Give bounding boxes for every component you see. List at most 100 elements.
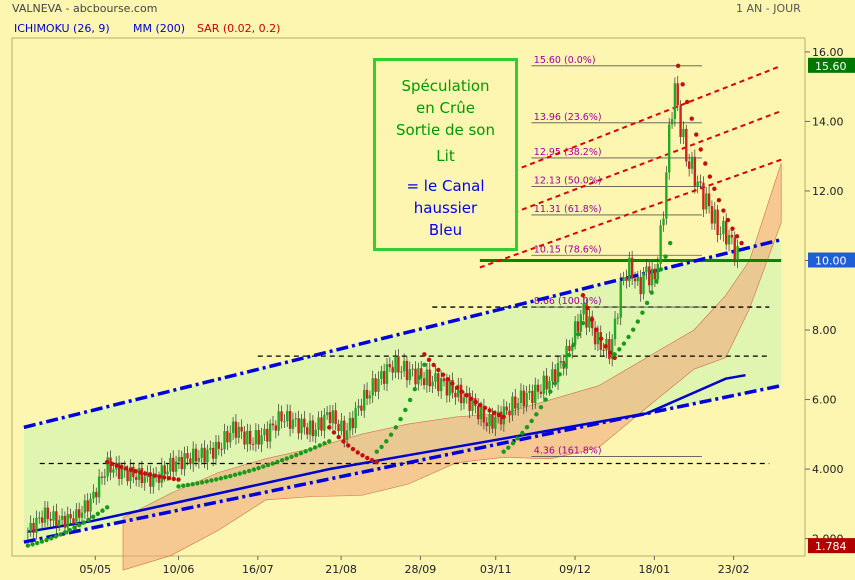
sar-dot: [658, 267, 664, 272]
sar-dot: [322, 441, 327, 446]
candle-body: [217, 441, 221, 449]
sar-dot: [684, 99, 690, 105]
candle-body: [52, 511, 55, 521]
candle-body: [630, 257, 634, 279]
candle-body: [385, 364, 389, 384]
sar-dot: [630, 327, 636, 332]
candle-body: [186, 453, 189, 459]
sar-dot: [242, 470, 247, 475]
sar-dot: [529, 418, 534, 424]
indicator-ma200-label[interactable]: MM (200): [133, 22, 186, 35]
sar-dot: [478, 402, 483, 408]
candle-body: [191, 448, 195, 465]
candle-body: [687, 161, 691, 169]
period-label[interactable]: 1 AN - JOUR: [736, 2, 801, 15]
sar-dot: [67, 527, 73, 533]
candle-body: [231, 421, 235, 433]
sar-dot: [431, 362, 436, 368]
sar-dot: [635, 319, 641, 324]
candle-body: [422, 378, 426, 386]
sar-dot: [308, 447, 313, 452]
candle-body: [619, 280, 622, 318]
candle-body: [288, 410, 292, 429]
candle-body: [345, 430, 349, 440]
candle-body: [263, 428, 266, 436]
candle-body: [437, 373, 440, 392]
sar-dot: [204, 479, 209, 484]
candle-body: [659, 225, 662, 264]
candle-body: [300, 418, 303, 434]
candle-body: [545, 375, 548, 390]
sar-dot: [496, 412, 502, 418]
price-badge-2: [808, 538, 855, 554]
x-tick-label-5: 03/11: [480, 563, 512, 576]
sar-dot: [114, 463, 119, 468]
sar-dot: [626, 334, 631, 340]
sar-dot: [552, 380, 558, 386]
x-tick-label-7: 18/01: [638, 563, 670, 576]
sar-dot: [412, 386, 418, 392]
candle-body: [736, 246, 739, 261]
candle-body: [488, 414, 491, 427]
candle-body: [180, 457, 183, 470]
price-badge-1: [808, 252, 855, 268]
sar-dot: [53, 534, 59, 539]
sar-dot: [640, 310, 645, 315]
candle-body: [183, 453, 186, 470]
candle-body: [75, 509, 78, 525]
candles: [26, 75, 739, 541]
sar-dot: [256, 465, 261, 471]
plot-area-border: [11, 37, 806, 557]
sar-dot: [543, 397, 548, 402]
sar-dot: [162, 475, 167, 480]
candle-body: [730, 234, 734, 238]
candle-body: [97, 476, 101, 498]
candle-body: [608, 338, 611, 360]
candle-body: [374, 378, 377, 392]
candle-body: [343, 420, 346, 440]
candle-body: [271, 423, 275, 426]
candle-body: [724, 220, 728, 245]
sar-dot: [374, 459, 379, 465]
y-tick-label-0: 16.00: [812, 46, 844, 59]
sar-dot: [663, 254, 668, 259]
sar-dot: [48, 536, 54, 541]
sar-dot: [617, 347, 622, 352]
candle-body: [514, 396, 517, 409]
sar-dot: [44, 537, 49, 543]
y-tick-label-4: 8.00: [812, 324, 837, 337]
candle-body: [551, 369, 554, 381]
candle-body: [234, 421, 238, 438]
fib-label-2: 12.95 (38.2%): [534, 147, 602, 158]
candle-body: [55, 511, 58, 527]
candle-body: [636, 277, 640, 282]
candle-body: [531, 390, 534, 404]
indicator-ichimoku-label[interactable]: ICHIMOKU (26, 9): [14, 22, 110, 35]
candle-body: [194, 448, 198, 462]
candle-body: [40, 517, 44, 523]
red-channel-line-2: [479, 110, 782, 227]
candle-body: [719, 233, 722, 235]
candle-body: [428, 369, 431, 387]
candle-body: [445, 381, 449, 396]
sar-dot: [612, 352, 617, 357]
sar-dot: [654, 279, 659, 284]
candle-body: [713, 209, 716, 224]
sar-dot: [223, 475, 228, 480]
sar-dot: [557, 372, 562, 377]
candle-body: [200, 447, 203, 458]
candle-body: [571, 344, 574, 351]
sar-dot: [422, 362, 427, 367]
sar-dot: [510, 441, 516, 446]
candle-body: [206, 449, 209, 463]
sar-dot: [355, 450, 360, 455]
indicator-sar-label[interactable]: SAR (0.02, 0.2): [197, 22, 281, 35]
candle-body: [120, 468, 124, 479]
candle-body: [710, 206, 714, 224]
candle-body: [320, 417, 323, 431]
candle-body: [511, 396, 514, 416]
candle-body: [169, 457, 172, 472]
sar-dot: [487, 408, 492, 413]
candle-body: [690, 156, 694, 169]
